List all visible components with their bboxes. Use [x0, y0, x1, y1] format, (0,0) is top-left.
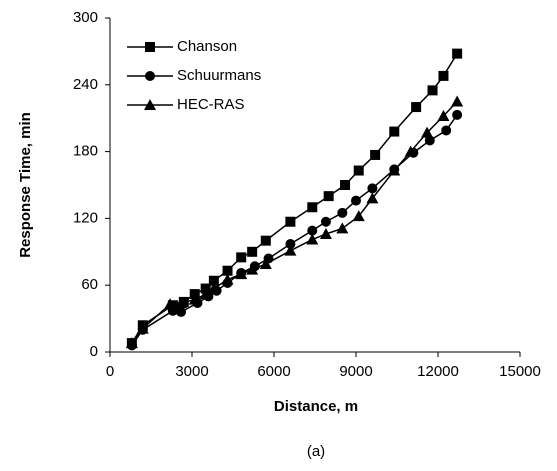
marker: [353, 165, 364, 176]
marker: [337, 207, 348, 218]
marker: [236, 252, 247, 263]
marker: [284, 244, 297, 256]
marker: [389, 126, 400, 137]
x-axis-title: Distance, m: [274, 398, 358, 415]
marker: [451, 95, 464, 107]
marker: [247, 246, 258, 257]
marker: [340, 180, 351, 190]
marker: [188, 293, 201, 305]
marker: [319, 227, 332, 239]
series-line: [131, 53, 458, 344]
marker: [259, 258, 272, 270]
marker: [421, 126, 434, 138]
marker: [235, 268, 248, 280]
x-tick-label: 12000: [417, 363, 459, 380]
x-tick-label: 0: [106, 363, 114, 380]
marker: [175, 297, 188, 309]
x-tick-label: 9000: [339, 363, 372, 380]
marker: [452, 48, 463, 59]
marker: [427, 85, 438, 96]
marker: [285, 216, 296, 227]
marker: [176, 306, 187, 317]
series-line: [131, 114, 458, 346]
x-tick-label: 15000: [499, 363, 541, 380]
marker: [366, 192, 379, 204]
marker: [404, 145, 417, 157]
series-line: [131, 100, 458, 344]
x-tick-label: 3000: [175, 363, 208, 380]
marker: [222, 265, 233, 276]
y-tick-label: 60: [81, 276, 98, 293]
marker: [437, 109, 450, 121]
legend-label: Schuurmans: [177, 67, 261, 84]
marker: [307, 202, 318, 213]
marker: [136, 322, 149, 334]
marker: [221, 273, 234, 285]
marker: [424, 135, 435, 146]
caption: (a): [307, 443, 325, 460]
y-tick-label: 240: [73, 76, 98, 93]
y-axis-title: Response Time, min: [17, 112, 34, 258]
marker: [164, 298, 177, 310]
legend-marker: [145, 71, 155, 81]
y-tick-label: 120: [73, 209, 98, 226]
legend-label: Chanson: [177, 38, 237, 55]
marker: [388, 164, 401, 176]
x-tick-label: 6000: [257, 363, 290, 380]
marker: [352, 210, 365, 222]
legend-label: HEC-RAS: [177, 96, 245, 113]
marker: [208, 275, 219, 286]
marker: [306, 233, 319, 245]
marker: [125, 337, 138, 349]
marker: [307, 225, 318, 236]
legend-marker: [145, 42, 155, 52]
marker: [452, 109, 463, 120]
marker: [411, 102, 422, 113]
y-tick-label: 180: [73, 143, 98, 160]
marker: [438, 70, 449, 81]
legend-marker: [144, 99, 156, 110]
marker: [260, 235, 271, 246]
marker: [336, 222, 349, 234]
marker: [199, 288, 212, 300]
marker: [320, 216, 331, 227]
marker: [285, 239, 296, 250]
marker: [323, 191, 334, 202]
marker: [351, 195, 361, 206]
marker: [246, 263, 259, 275]
marker: [370, 149, 381, 160]
marker: [441, 125, 452, 136]
y-tick-label: 300: [73, 9, 98, 26]
marker: [367, 183, 378, 194]
marker: [207, 282, 220, 294]
y-tick-label: 0: [90, 343, 98, 360]
